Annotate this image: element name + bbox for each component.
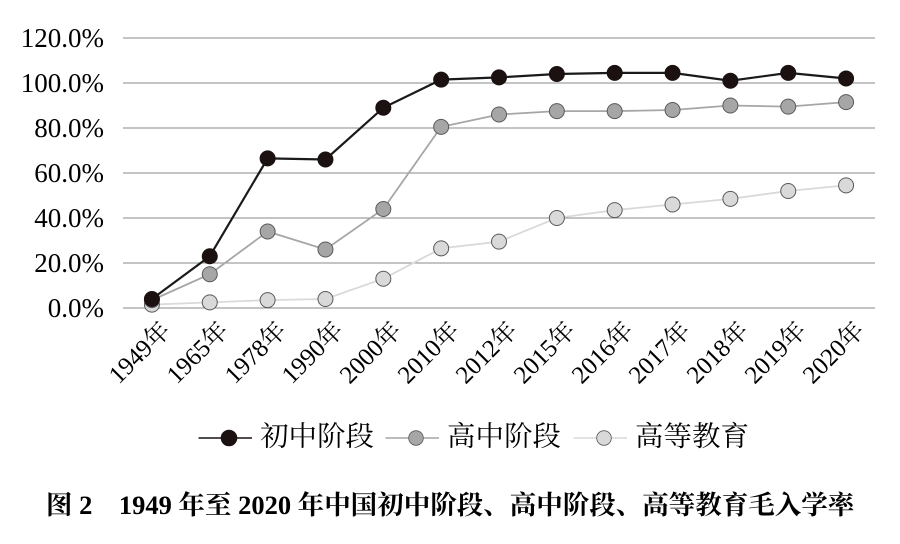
svg-text:初中阶段: 初中阶段: [260, 422, 374, 453]
svg-text:高等教育: 高等教育: [635, 421, 749, 453]
svg-text:高中阶段: 高中阶段: [447, 421, 561, 453]
